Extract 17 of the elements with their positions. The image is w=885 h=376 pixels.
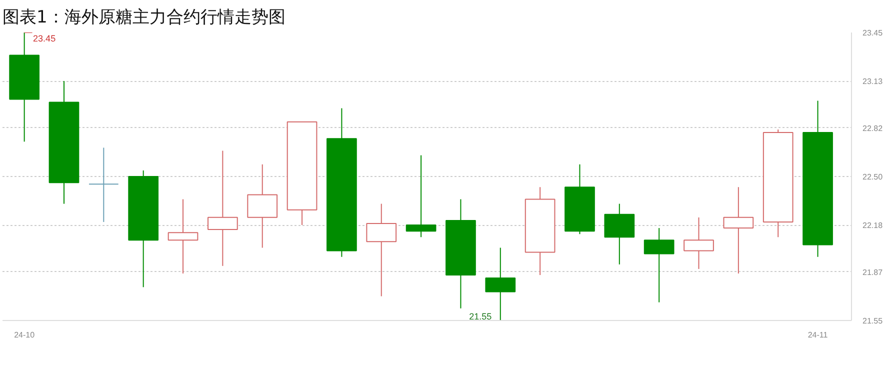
annotation: 23.45 xyxy=(33,34,56,44)
chart-title: 图表1：海外原糖主力合约行情走势图 xyxy=(2,8,286,28)
y-tick-label: 21.55 xyxy=(862,316,884,326)
candlestick xyxy=(208,150,238,266)
annotation: 21.55 xyxy=(469,312,492,322)
y-tick-label: 22.82 xyxy=(862,124,884,133)
candlestick xyxy=(168,198,198,274)
candlestick xyxy=(723,186,754,274)
candlestick xyxy=(406,154,436,238)
y-tick-label: 23.45 xyxy=(862,28,884,38)
candlestick xyxy=(88,147,119,222)
y-tick-label: 21.87 xyxy=(862,268,884,277)
x-tick-label: 24-11 xyxy=(808,330,828,340)
y-tick-label: 23.13 xyxy=(862,77,884,86)
x-tick-label: 24-10 xyxy=(14,330,36,340)
y-tick-label: 22.50 xyxy=(862,172,884,182)
y-tick-label: 22.18 xyxy=(862,221,884,230)
